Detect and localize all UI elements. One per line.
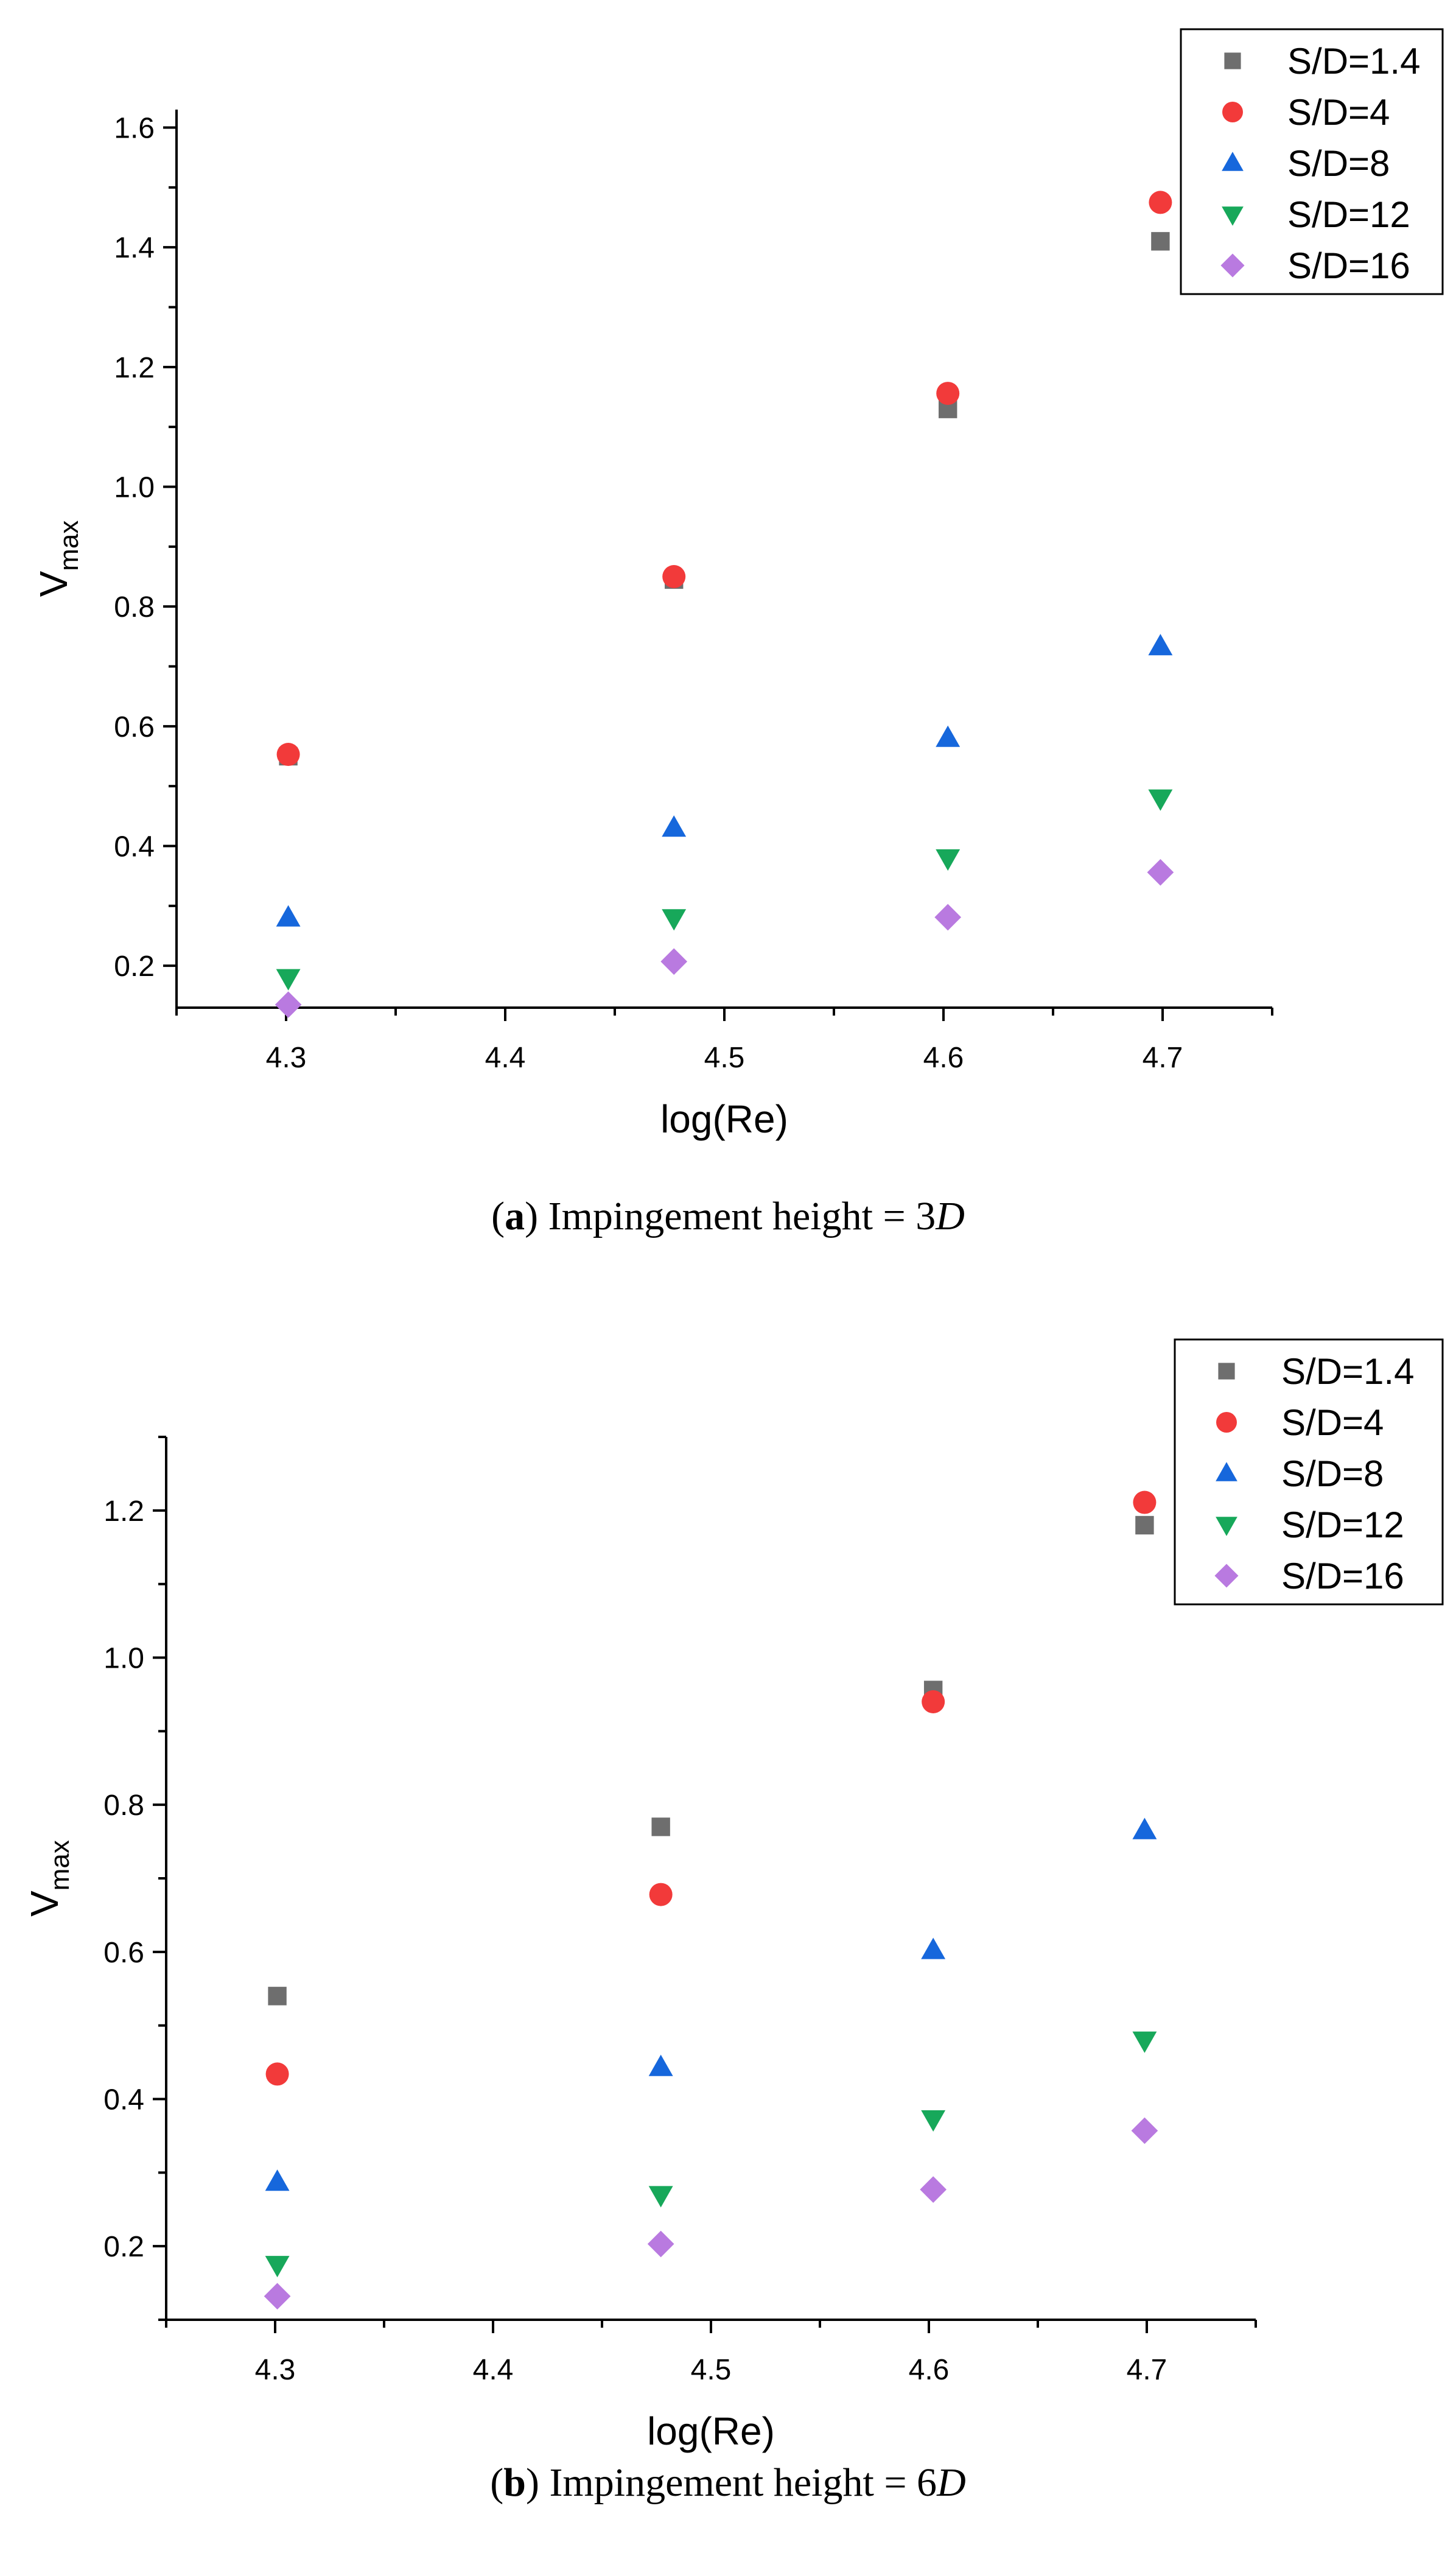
data-point <box>922 1690 945 1713</box>
data-point <box>936 382 960 406</box>
data-point <box>276 969 301 991</box>
y-axis-title: Vmax <box>32 521 84 597</box>
x-tick-label: 4.5 <box>691 2354 732 2386</box>
data-point <box>268 1987 287 2006</box>
data-point <box>934 904 962 931</box>
x-tick-label: 4.6 <box>923 1042 964 1074</box>
y-tick-label: 0.2 <box>114 950 155 983</box>
legend-marker <box>1216 1517 1237 1536</box>
x-tick-label: 4.7 <box>1127 2354 1167 2386</box>
legend-marker <box>1222 102 1243 122</box>
legend-marker <box>1216 1462 1237 1481</box>
y-tick-label: 0.8 <box>114 591 155 623</box>
data-point <box>1151 232 1170 251</box>
legend <box>1180 28 1444 295</box>
data-point <box>647 2230 674 2258</box>
chart-a: 4.3 4.4 4.5 4.6 4.7 0.2 0.4 0.6 0.8 1.0 1.2 1.4 1.6 l… <box>32 28 1444 1141</box>
data-point <box>1131 2117 1158 2144</box>
y-axis-title-main: V <box>23 1891 66 1917</box>
legend <box>1174 1338 1444 1606</box>
data-point <box>275 991 302 1018</box>
y-axis-title-main: V <box>32 571 75 597</box>
legend-marker <box>1214 1564 1239 1588</box>
data-point <box>265 2256 290 2278</box>
y-axis-title: Vmax <box>23 1840 75 1917</box>
data-point <box>651 1817 670 1836</box>
x-tick-label: 4.5 <box>704 1042 745 1074</box>
data-point <box>936 849 961 871</box>
y-axis-title-sub: max <box>54 521 84 571</box>
data-point <box>660 948 688 975</box>
y-tick-label: 0.4 <box>114 831 155 863</box>
x-tick-label: 4.6 <box>909 2354 950 2386</box>
caption-a: (a) Impingement height = 3D <box>491 1194 965 1238</box>
data-point <box>921 2110 946 2132</box>
legend-marker <box>1220 253 1245 278</box>
legend-label: S/D=16 <box>1287 245 1410 286</box>
data-point <box>1133 1490 1157 1514</box>
data-point <box>276 905 301 927</box>
data-point <box>648 2054 673 2076</box>
legend-label: S/D=8 <box>1281 1453 1384 1494</box>
legend-label: S/D=1.4 <box>1281 1351 1414 1392</box>
data-point <box>936 725 961 747</box>
y-tick-label: 1.2 <box>103 1495 144 1528</box>
data-point <box>265 2062 289 2086</box>
data-point <box>648 2186 673 2208</box>
data-point <box>662 909 687 931</box>
legend-marker <box>1224 52 1241 69</box>
data-point <box>1147 858 1174 886</box>
data-point <box>1149 191 1172 214</box>
legend-marker <box>1216 1412 1237 1433</box>
data-point <box>265 2169 290 2191</box>
legend-label: S/D=12 <box>1287 194 1410 235</box>
data-point <box>662 565 686 588</box>
legend-label: S/D=1.4 <box>1287 41 1420 82</box>
y-tick-label: 0.6 <box>114 711 155 743</box>
data-point <box>662 815 687 837</box>
x-tick-label: 4.3 <box>255 2354 296 2386</box>
y-tick-label: 1.0 <box>114 472 155 504</box>
y-tick-label: 0.6 <box>103 1937 144 1969</box>
caption-b: (b) Impingement height = 6D <box>490 2460 966 2505</box>
y-tick-label: 1.0 <box>103 1643 144 1675</box>
legend-marker <box>1222 152 1244 171</box>
x-tick-label: 4.4 <box>485 1042 526 1074</box>
legend-label: S/D=4 <box>1287 92 1390 133</box>
data-point <box>1132 2031 1157 2053</box>
x-axis-title: log(Re) <box>660 1097 788 1141</box>
y-tick-label: 0.2 <box>103 2231 144 2263</box>
y-tick-label: 1.6 <box>114 113 155 145</box>
data-point <box>276 743 300 767</box>
legend-label: S/D=16 <box>1281 1556 1404 1596</box>
legend-marker <box>1218 1363 1235 1380</box>
y-tick-label: 1.4 <box>114 232 155 264</box>
data-point <box>920 2176 947 2203</box>
x-tick-label: 4.7 <box>1143 1042 1183 1074</box>
x-axis-title: log(Re) <box>647 2409 775 2453</box>
legend-label: S/D=12 <box>1281 1504 1404 1545</box>
legend-label: S/D=4 <box>1281 1402 1384 1443</box>
chart-b: 4.3 4.4 4.5 4.6 4.7 0.2 0.4 0.6 0.8 1.0 1.2 log(Re)… <box>23 1338 1444 2453</box>
data-point <box>264 2283 291 2310</box>
x-tick-label: 4.4 <box>473 2354 514 2386</box>
y-tick-label: 0.4 <box>103 2084 144 2116</box>
legend-label: S/D=8 <box>1287 143 1390 184</box>
data-point <box>1148 789 1173 811</box>
y-tick-label: 1.2 <box>114 352 155 384</box>
data-point <box>1132 1817 1157 1839</box>
data-point <box>921 1937 946 1959</box>
y-tick-label: 0.8 <box>103 1789 144 1822</box>
legend-marker <box>1222 206 1244 226</box>
data-point <box>1135 1515 1154 1535</box>
data-point <box>649 1883 673 1906</box>
x-tick-label: 4.3 <box>266 1042 307 1074</box>
data-point <box>1148 634 1173 656</box>
y-axis-title-sub: max <box>45 1840 75 1891</box>
